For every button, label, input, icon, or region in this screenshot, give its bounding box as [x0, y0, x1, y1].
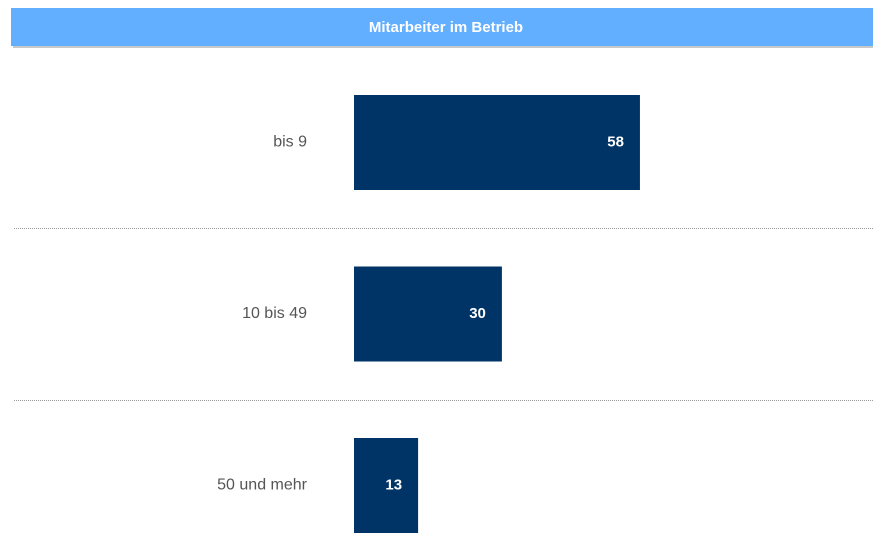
value-label: 30	[469, 305, 486, 322]
value-label: 13	[385, 476, 402, 493]
category-label: 10 bis 49	[242, 305, 307, 322]
bar	[354, 266, 502, 362]
category-label: bis 9	[273, 134, 307, 151]
header-bar	[11, 8, 873, 46]
chart-title: Mitarbeiter im Betrieb	[369, 19, 523, 36]
category-label: 50 und mehr	[217, 477, 308, 494]
bar	[354, 438, 419, 533]
value-label: 58	[607, 133, 624, 150]
bar	[354, 95, 640, 190]
